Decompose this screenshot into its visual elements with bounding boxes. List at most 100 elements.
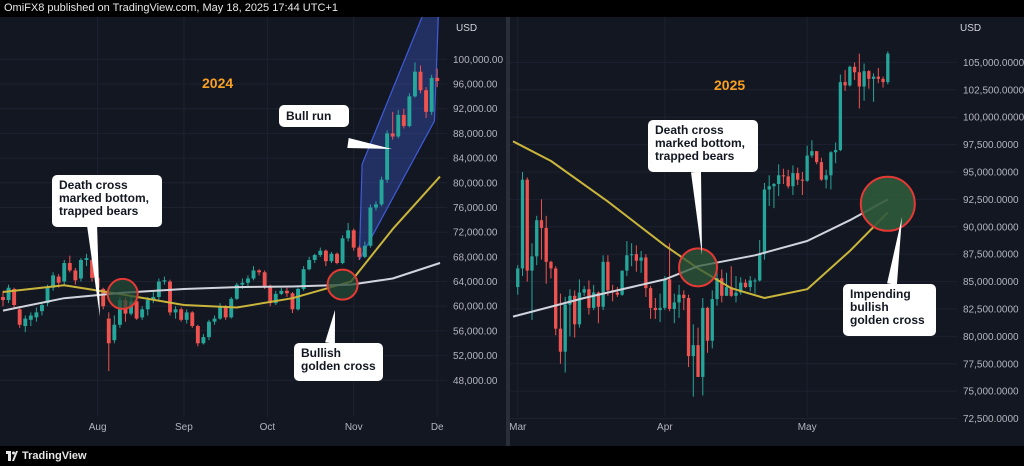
candle-body — [323, 250, 328, 262]
candle — [720, 269, 724, 303]
candle — [257, 269, 262, 276]
candle-body — [838, 82, 843, 151]
cross-highlight-circle — [859, 175, 916, 232]
candle-body — [568, 295, 572, 305]
candle — [848, 65, 852, 87]
candle-body — [833, 150, 838, 153]
x-tick-label: Oct — [260, 422, 276, 433]
candle — [682, 290, 686, 311]
candle — [516, 265, 520, 295]
candle-body — [396, 114, 401, 137]
candle-body — [223, 306, 228, 318]
candle-body — [682, 294, 686, 299]
candle — [544, 215, 548, 284]
candle-body — [667, 279, 672, 309]
candle-body — [296, 288, 300, 310]
candle — [582, 285, 586, 296]
candle — [549, 260, 553, 279]
y-tick-label: 92,500.0000 — [963, 195, 1019, 206]
candle-body — [644, 257, 648, 289]
candle — [212, 315, 217, 325]
candle — [145, 296, 150, 316]
candle — [340, 235, 345, 265]
candle-body — [346, 230, 351, 239]
candle-body — [606, 261, 610, 291]
candle — [705, 306, 710, 353]
candle — [307, 256, 312, 271]
candle — [829, 151, 833, 190]
panel-divider — [506, 17, 510, 446]
candle — [374, 201, 378, 211]
candle-body — [34, 312, 39, 318]
candle-body — [658, 307, 662, 311]
chart-2024: 48,000.00 52,000.00 56,000.00 60,000.00 64,0… — [0, 17, 503, 433]
candle-body — [767, 186, 771, 190]
candle — [833, 142, 838, 164]
candle — [796, 167, 800, 186]
candle — [852, 62, 857, 80]
candle-body — [805, 155, 809, 181]
candle-body — [539, 220, 544, 228]
candle — [134, 298, 139, 320]
candle — [653, 298, 657, 319]
candle-body — [145, 300, 150, 310]
candle — [610, 284, 615, 302]
candle-body — [701, 307, 705, 377]
candle — [201, 334, 206, 345]
candle-body — [268, 285, 273, 304]
candle — [112, 315, 117, 344]
candle-body — [753, 280, 757, 282]
candle — [862, 63, 866, 101]
brand-name: TradingView — [22, 450, 87, 462]
candle-body — [101, 288, 106, 307]
y-tick-label: 80,000.0000 — [963, 332, 1019, 343]
candle-body — [262, 272, 267, 286]
golden-cross-pointer — [325, 310, 335, 344]
candle — [591, 284, 596, 311]
candle — [753, 278, 757, 294]
cross-highlight-circle — [678, 247, 719, 288]
candle-body — [691, 345, 695, 357]
candle-body — [190, 312, 195, 326]
candle-body — [530, 256, 534, 271]
candle — [335, 252, 339, 265]
y-tick-label: 96,000.00 — [453, 80, 498, 91]
candle-body — [40, 305, 44, 312]
candle — [312, 253, 317, 264]
candle-body — [829, 152, 833, 176]
candle-body — [140, 309, 145, 318]
candle — [34, 307, 39, 322]
candle-body — [881, 78, 885, 83]
candle-body — [290, 293, 295, 310]
candle-body — [374, 204, 378, 208]
candle-body — [329, 253, 334, 262]
candle — [748, 276, 752, 292]
y-tick-label: 100,000.0000 — [963, 113, 1024, 124]
publisher-header: OmiFX8 published on TradingView.com, May… — [0, 0, 1024, 17]
candle-body — [871, 76, 876, 79]
candle-body — [251, 270, 256, 279]
candle-body — [810, 151, 814, 156]
candle-body — [207, 321, 211, 338]
x-tick-label: Sep — [175, 422, 193, 433]
y-axis: 72,500.0000 75,000.0000 77,500.0000 80,000.… — [963, 58, 1024, 425]
x-tick-label: Nov — [345, 422, 363, 433]
candle — [520, 171, 525, 277]
candle — [791, 165, 795, 195]
candle-body — [212, 318, 217, 322]
candle-body — [184, 312, 189, 320]
candle — [245, 275, 250, 288]
candle — [385, 130, 390, 183]
candle-body — [218, 306, 223, 319]
candles — [516, 51, 890, 397]
candle — [362, 241, 367, 259]
callout-death-cross: Death cross marked bottom, trapped bears — [648, 120, 758, 172]
candle — [577, 279, 582, 328]
candle — [168, 279, 172, 316]
candle-body — [418, 71, 423, 91]
candle-body — [748, 280, 752, 288]
candle — [810, 140, 814, 158]
candle-body — [743, 282, 748, 288]
candle — [819, 157, 824, 181]
candle — [346, 222, 351, 242]
